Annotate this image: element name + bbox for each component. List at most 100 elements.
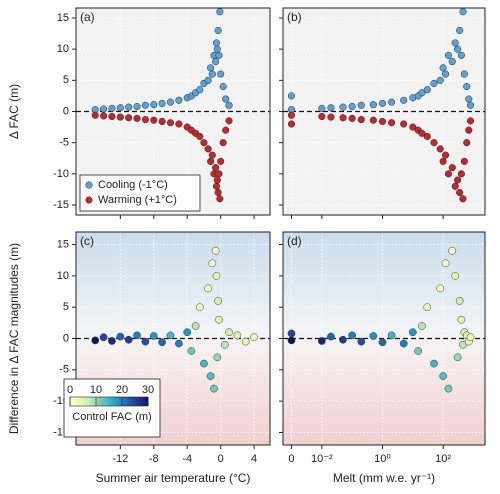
point (357, 337, 366, 346)
point (448, 246, 457, 255)
point (166, 331, 175, 340)
point (175, 96, 183, 104)
colorbar-segment (114, 397, 118, 406)
legend-label: Warming (+1°C) (98, 194, 177, 206)
point (216, 195, 224, 203)
point (208, 151, 216, 159)
point (225, 101, 233, 109)
point (287, 111, 296, 119)
point (409, 123, 417, 131)
point (250, 333, 258, 342)
point (125, 114, 133, 122)
y-tick-label: -15 (53, 199, 69, 211)
point (454, 176, 462, 184)
point (451, 39, 459, 47)
colorbar-segment (93, 397, 96, 406)
point (204, 76, 212, 84)
point (339, 103, 347, 111)
point (211, 246, 220, 255)
point (287, 329, 296, 338)
point (441, 70, 450, 78)
point (388, 119, 396, 127)
panel-frame (75, 231, 271, 446)
point (195, 303, 204, 312)
y-tick-label: -5 (59, 364, 69, 376)
colorbar-segment (91, 397, 94, 406)
point (423, 132, 431, 140)
point (357, 101, 365, 109)
colorbar-segment (101, 397, 104, 406)
x-tick-label: -12 (112, 453, 128, 465)
point (212, 164, 220, 172)
legend-marker (85, 181, 93, 189)
point (348, 331, 357, 340)
colorbar-segment (97, 397, 100, 406)
y-axis-label: Δ FAC (m) (7, 84, 21, 139)
point (430, 79, 438, 87)
point (141, 116, 149, 124)
point (408, 328, 417, 337)
colorbar-tick-label: 10 (90, 384, 102, 396)
point (459, 195, 467, 203)
point (339, 335, 347, 344)
point (219, 139, 227, 147)
point (418, 129, 426, 137)
colorbar-segment (136, 397, 139, 406)
point (465, 95, 473, 103)
point (457, 170, 465, 178)
point (430, 359, 438, 368)
point (213, 45, 221, 53)
colorbar-label: Control FAC (m) (72, 411, 151, 423)
point (287, 92, 296, 100)
point (378, 99, 387, 107)
point (318, 104, 326, 112)
point (448, 164, 456, 172)
y-tick-label: 5 (63, 301, 69, 313)
point (133, 102, 141, 111)
y-tick-label: -5 (59, 137, 69, 149)
point (210, 384, 218, 393)
point (439, 64, 447, 72)
point (116, 332, 125, 341)
panel-label: (d) (287, 234, 302, 248)
point (158, 117, 166, 126)
point (91, 336, 100, 345)
point (400, 96, 408, 104)
point (466, 333, 475, 342)
point (219, 83, 227, 91)
point (141, 337, 150, 346)
point (387, 331, 396, 340)
point (212, 272, 221, 280)
point (369, 101, 377, 109)
y-tick-label: 10 (57, 270, 69, 282)
point (423, 303, 432, 312)
colorbar-segment (110, 397, 114, 406)
x-tick-label: 10⁻² (311, 453, 333, 465)
y-tick-label: -10 (53, 168, 69, 180)
legend-box (79, 174, 201, 212)
point (212, 58, 220, 66)
point (191, 322, 200, 330)
point (166, 119, 175, 127)
point (214, 26, 222, 34)
point (241, 337, 250, 346)
point (388, 98, 396, 106)
point (441, 259, 450, 268)
point (378, 338, 387, 347)
point (217, 157, 225, 165)
point (456, 189, 464, 197)
point (214, 189, 222, 197)
point (216, 8, 224, 16)
point (214, 297, 223, 305)
colorbar-segment (71, 397, 75, 406)
point (99, 333, 108, 342)
point (141, 101, 149, 109)
colorbar-segment (140, 397, 143, 406)
point (456, 26, 464, 34)
colorbar-segment (109, 397, 112, 406)
point (217, 70, 225, 78)
colorbar-segment (87, 397, 90, 406)
point (150, 116, 158, 124)
point (439, 372, 447, 380)
